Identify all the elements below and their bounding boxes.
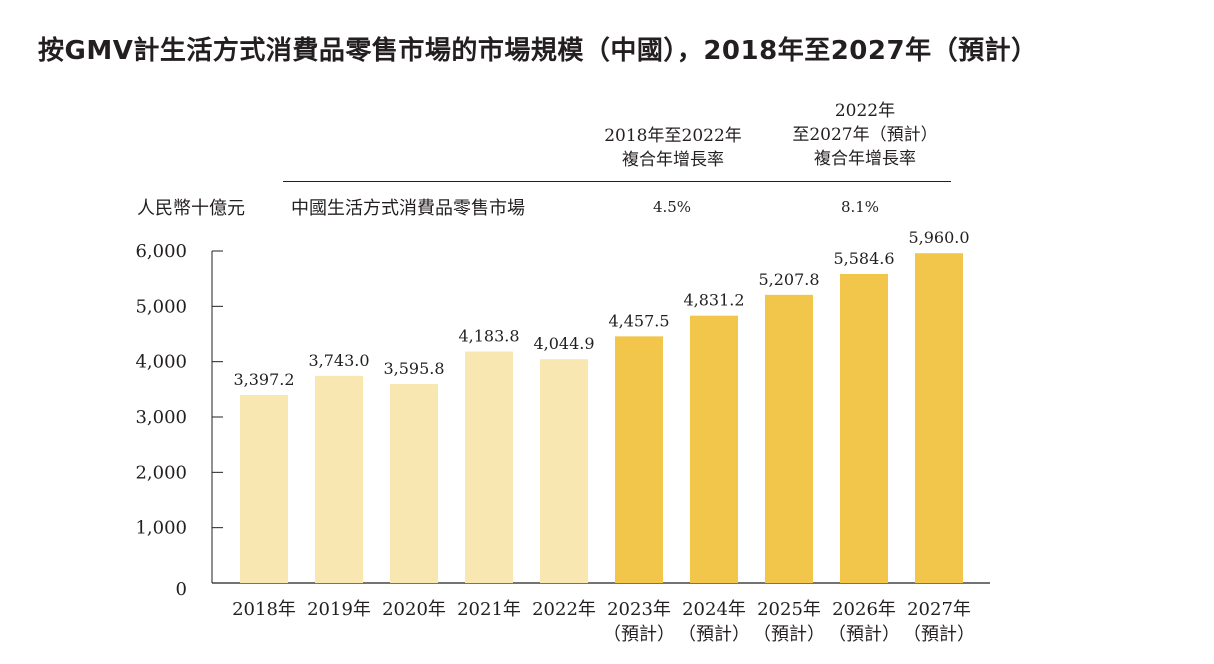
bar: [465, 351, 513, 583]
data-label: 3,595.8: [383, 359, 444, 378]
cagr-header-line: 至2027年（預計）: [792, 125, 938, 145]
data-label: 5,960.0: [908, 228, 969, 247]
cagr-2022-2027-value: 8.1%: [840, 198, 880, 216]
cagr-2022-2027-header: 2022年 至2027年（預計） 複合年增長率: [770, 99, 960, 171]
y-tick-label: 4,000: [135, 352, 187, 373]
bar: [615, 336, 663, 583]
y-tick-label: 6,000: [135, 241, 187, 262]
y-tick-label: 3,000: [135, 407, 187, 428]
x-tick-label: 2025年: [757, 599, 821, 620]
data-label: 3,397.2: [233, 370, 294, 389]
x-tick-label: 2019年: [307, 599, 371, 620]
cagr-2018-2022-value: 4.5%: [652, 198, 692, 216]
bar: [540, 359, 588, 583]
x-tick-label: 2024年: [682, 599, 746, 620]
bar: [390, 384, 438, 583]
data-label: 4,044.9: [533, 334, 594, 353]
data-label: 4,183.8: [458, 326, 519, 345]
x-tick-sublabel: （預計）: [828, 624, 900, 645]
y-tick-label: 2,000: [135, 462, 187, 483]
data-label: 4,831.2: [683, 291, 744, 310]
bar: [765, 294, 813, 583]
cagr-header-line: 複合年增長率: [814, 149, 916, 169]
cagr-header-line: 2018年至2022年: [604, 126, 742, 146]
data-label: 5,584.6: [833, 249, 894, 268]
x-tick-label: 2020年: [382, 599, 446, 620]
x-tick-sublabel: （預計）: [603, 624, 675, 645]
bar: [915, 253, 963, 584]
market-label: 中國生活方式消費品零售市場: [291, 198, 525, 219]
bar: [690, 315, 738, 583]
cagr-header-line: 複合年增長率: [622, 150, 724, 170]
x-tick-label: 2023年: [607, 599, 671, 620]
data-label: 3,743.0: [308, 351, 369, 370]
x-tick-label: 2021年: [457, 599, 521, 620]
x-tick-label: 2018年: [232, 599, 296, 620]
bar: [840, 273, 888, 583]
x-tick-sublabel: （預計）: [903, 624, 975, 645]
x-tick-label: 2022年: [532, 599, 596, 620]
unit-label: 人民幣十億元: [137, 198, 245, 219]
x-tick-label: 2026年: [832, 599, 896, 620]
bar: [315, 375, 363, 583]
x-tick-label: 2027年: [907, 599, 971, 620]
y-tick-label: 0: [176, 579, 187, 600]
x-tick-sublabel: （預計）: [753, 624, 825, 645]
y-tick-label: 1,000: [135, 518, 187, 539]
header-rule: [283, 181, 951, 182]
x-tick-sublabel: （預計）: [678, 624, 750, 645]
data-label: 4,457.5: [608, 311, 669, 330]
cagr-2018-2022-header: 2018年至2022年 複合年增長率: [592, 124, 754, 172]
data-label: 5,207.8: [758, 270, 819, 289]
chart-title: 按GMV計生活方式消費品零售市場的市場規模（中國），2018年至2027年（預計…: [38, 36, 1038, 66]
bar: [240, 395, 288, 583]
y-tick-label: 5,000: [135, 296, 187, 317]
cagr-header-line: 2022年: [834, 101, 896, 121]
